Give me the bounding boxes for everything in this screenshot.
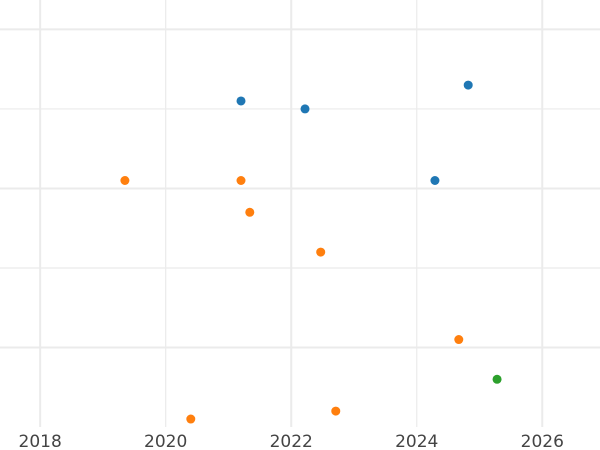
x-tick-label: 2026	[521, 432, 564, 450]
data-point-series-3	[492, 374, 502, 384]
data-point-series-2	[454, 335, 464, 345]
x-tick-label: 2022	[270, 432, 313, 450]
gridlines	[0, 0, 600, 427]
data-point-series-1	[430, 176, 440, 186]
data-point-series-2	[186, 414, 196, 424]
x-tick-label: 2024	[395, 432, 438, 450]
data-point-series-2	[120, 176, 130, 186]
data-point-series-1	[236, 96, 246, 106]
x-axis-ticks: 2018 2020 2022 2024 2026	[19, 432, 564, 450]
data-point-series-2	[316, 247, 326, 257]
data-points	[120, 80, 502, 424]
data-point-series-1	[300, 104, 310, 114]
data-point-series-2	[245, 207, 255, 217]
data-point-series-1	[463, 80, 473, 90]
x-tick-label: 2018	[19, 432, 62, 450]
x-tick-label: 2020	[144, 432, 187, 450]
data-point-series-2	[331, 406, 341, 416]
data-point-series-2	[236, 176, 246, 186]
